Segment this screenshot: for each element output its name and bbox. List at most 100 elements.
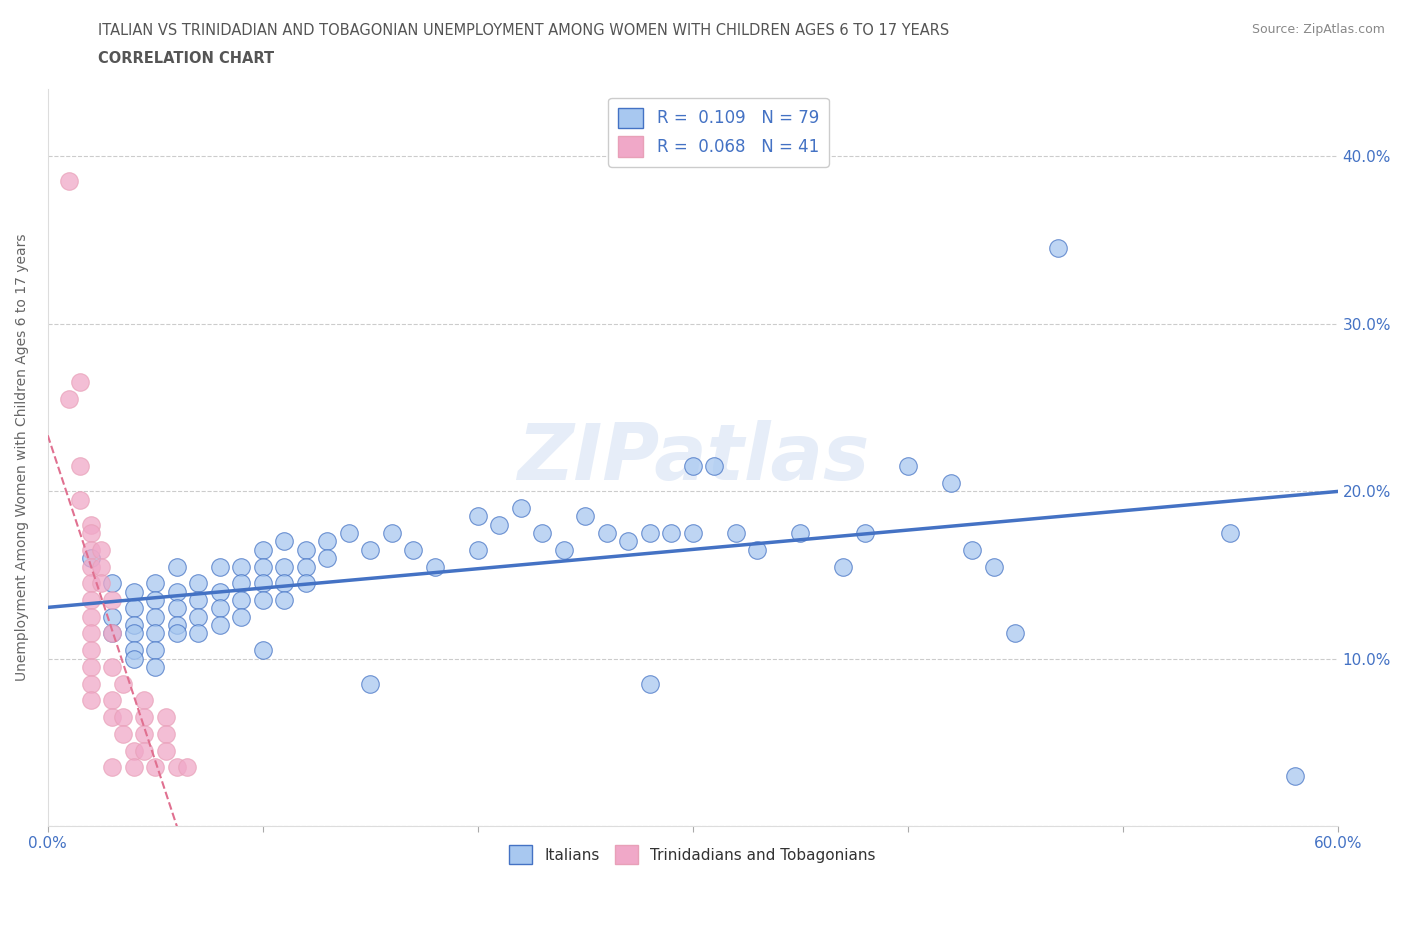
Point: [747, 542, 769, 557]
Point: [252, 542, 274, 557]
Point: [208, 601, 231, 616]
Point: [294, 576, 316, 591]
Point: [166, 760, 188, 775]
Point: [617, 534, 640, 549]
Point: [122, 643, 145, 658]
Point: [122, 626, 145, 641]
Point: [143, 643, 166, 658]
Point: [208, 559, 231, 574]
Point: [101, 609, 124, 624]
Point: [80, 525, 103, 540]
Point: [122, 760, 145, 775]
Point: [90, 559, 112, 574]
Point: [80, 609, 103, 624]
Point: [703, 458, 725, 473]
Point: [789, 525, 811, 540]
Point: [80, 559, 103, 574]
Text: ZIPatlas: ZIPatlas: [516, 419, 869, 496]
Point: [143, 576, 166, 591]
Point: [359, 676, 381, 691]
Point: [155, 710, 177, 724]
Point: [58, 392, 80, 406]
Point: [143, 760, 166, 775]
Point: [187, 576, 209, 591]
Point: [208, 618, 231, 632]
Point: [316, 534, 339, 549]
Point: [682, 525, 704, 540]
Point: [252, 559, 274, 574]
Point: [467, 509, 489, 524]
Point: [960, 542, 983, 557]
Point: [143, 592, 166, 607]
Point: [1004, 626, 1026, 641]
Point: [166, 559, 188, 574]
Point: [80, 693, 103, 708]
Point: [1219, 525, 1241, 540]
Point: [187, 609, 209, 624]
Point: [111, 726, 134, 741]
Point: [80, 643, 103, 658]
Point: [80, 676, 103, 691]
Y-axis label: Unemployment Among Women with Children Ages 6 to 17 years: Unemployment Among Women with Children A…: [15, 234, 30, 682]
Point: [294, 542, 316, 557]
Point: [166, 618, 188, 632]
Point: [111, 710, 134, 724]
Point: [252, 643, 274, 658]
Point: [208, 584, 231, 599]
Point: [101, 626, 124, 641]
Point: [101, 659, 124, 674]
Point: [166, 584, 188, 599]
Point: [80, 626, 103, 641]
Point: [69, 375, 91, 390]
Point: [155, 743, 177, 758]
Point: [231, 609, 253, 624]
Point: [853, 525, 876, 540]
Point: [294, 559, 316, 574]
Point: [80, 517, 103, 532]
Point: [983, 559, 1005, 574]
Point: [231, 592, 253, 607]
Point: [69, 492, 91, 507]
Point: [1284, 768, 1306, 783]
Text: ITALIAN VS TRINIDADIAN AND TOBAGONIAN UNEMPLOYMENT AMONG WOMEN WITH CHILDREN AGE: ITALIAN VS TRINIDADIAN AND TOBAGONIAN UN…: [98, 23, 949, 38]
Point: [231, 559, 253, 574]
Point: [122, 601, 145, 616]
Point: [316, 551, 339, 565]
Point: [553, 542, 575, 557]
Point: [659, 525, 682, 540]
Point: [80, 551, 103, 565]
Point: [134, 726, 156, 741]
Legend: Italians, Trinidadians and Tobagonians: Italians, Trinidadians and Tobagonians: [503, 839, 882, 870]
Point: [231, 576, 253, 591]
Point: [143, 626, 166, 641]
Point: [359, 542, 381, 557]
Point: [101, 592, 124, 607]
Point: [80, 576, 103, 591]
Point: [273, 534, 295, 549]
Point: [134, 710, 156, 724]
Point: [638, 676, 661, 691]
Point: [101, 693, 124, 708]
Point: [596, 525, 619, 540]
Point: [574, 509, 596, 524]
Point: [252, 592, 274, 607]
Point: [832, 559, 855, 574]
Point: [122, 651, 145, 666]
Point: [187, 592, 209, 607]
Point: [166, 601, 188, 616]
Point: [166, 626, 188, 641]
Point: [897, 458, 920, 473]
Point: [80, 592, 103, 607]
Point: [69, 458, 91, 473]
Point: [337, 525, 360, 540]
Point: [187, 626, 209, 641]
Point: [724, 525, 747, 540]
Point: [101, 576, 124, 591]
Point: [423, 559, 446, 574]
Point: [488, 517, 510, 532]
Point: [638, 525, 661, 540]
Text: CORRELATION CHART: CORRELATION CHART: [98, 51, 274, 66]
Point: [509, 500, 531, 515]
Point: [101, 710, 124, 724]
Point: [402, 542, 425, 557]
